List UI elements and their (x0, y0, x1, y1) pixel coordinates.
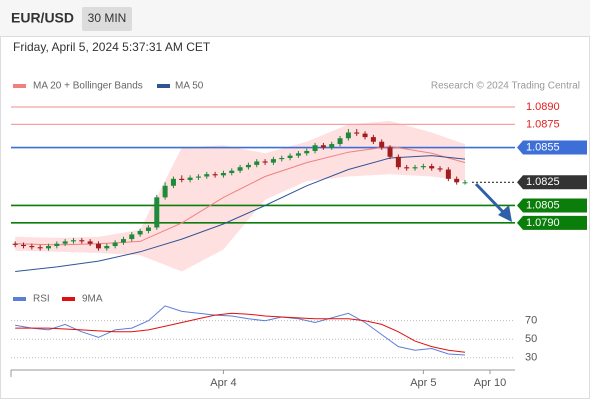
candle-body (454, 178, 460, 183)
candle-body (95, 243, 101, 249)
candle-body (362, 133, 368, 138)
level-label: 1.0875 (526, 118, 560, 130)
indicator-line (15, 305, 466, 356)
level-label: 1.0825 (526, 176, 560, 188)
candle-body (120, 239, 126, 243)
source: Research © 2024 Trading Central (431, 81, 580, 92)
x-tick-label: Apr 5 (410, 377, 436, 389)
candle-body (279, 157, 285, 160)
forecast-arrowhead (498, 205, 512, 222)
bollinger-band (15, 120, 465, 272)
candle-body (420, 166, 426, 168)
candle-body (79, 240, 85, 242)
level-label: 1.0790 (526, 217, 560, 229)
candle-body (212, 174, 218, 176)
candle-body (229, 170, 235, 174)
candle-body (270, 159, 276, 163)
candle-body (104, 246, 110, 249)
candle-body (245, 164, 251, 168)
candle-body (404, 167, 410, 169)
timeframe[interactable]: 30 MIN (88, 11, 127, 25)
timeframe-button[interactable] (82, 7, 132, 31)
candle-body (87, 241, 93, 244)
forecast-arrow (474, 182, 507, 216)
level-label: 1.0855 (526, 141, 560, 153)
level-label: 1.0805 (526, 199, 560, 211)
candle-body (70, 240, 76, 242)
level-tag (517, 140, 587, 155)
candle-body (320, 145, 326, 148)
candle-body (162, 185, 168, 198)
candle-body (287, 155, 293, 158)
candle-body (387, 147, 393, 157)
candle-body (137, 230, 143, 235)
indicator-line (15, 312, 466, 353)
candle-body (204, 174, 210, 177)
candle-body (304, 151, 310, 154)
x-tick-label: Apr 10 (474, 377, 506, 389)
candle-body (429, 166, 435, 169)
candle-body (154, 197, 160, 228)
candle-body (37, 247, 43, 249)
candle-body (54, 243, 60, 247)
y-tick-label: 50 (525, 333, 537, 345)
legend-label: RSI (33, 294, 50, 305)
candle-body (112, 242, 118, 247)
candle-body (312, 145, 318, 152)
candle-body (354, 132, 360, 134)
candle-body (412, 167, 418, 169)
candle-body (445, 169, 451, 179)
legend-label: 9MA (82, 294, 103, 305)
candle-body (220, 173, 226, 176)
candle-body (262, 161, 268, 163)
candle-body (345, 132, 351, 139)
candle-body (237, 167, 243, 171)
candle-body (337, 138, 343, 145)
candle-body (395, 156, 401, 168)
ma-line (15, 145, 466, 246)
level-tag (517, 215, 587, 230)
level-tag (517, 175, 587, 190)
legend-label: MA 20 + Bollinger Bands (33, 81, 143, 92)
x-tick-label: Apr 4 (210, 377, 236, 389)
y-tick-label: 70 (525, 315, 537, 327)
candle-body (62, 241, 68, 244)
level-label: 1.0890 (526, 101, 560, 113)
candle-body (329, 144, 335, 148)
candle-body (170, 178, 176, 186)
candle-body (12, 243, 18, 245)
frame (0, 36, 590, 399)
legend-label: MA 50 (175, 81, 204, 92)
candle-body (20, 244, 26, 247)
candle-body (462, 182, 468, 184)
symbol: EUR/USD (11, 10, 74, 26)
candle-body (295, 153, 301, 156)
candle-body (129, 234, 135, 240)
date: Friday, April 5, 2024 5:37:31 AM CET (13, 40, 211, 54)
candle-body (254, 161, 260, 165)
level-tag (517, 198, 587, 213)
candle-body (45, 246, 51, 249)
candle-body (437, 168, 443, 170)
candle-body (195, 176, 201, 178)
candle-body (379, 141, 385, 148)
candle-body (187, 177, 193, 180)
y-tick-label: 30 (525, 352, 537, 364)
candle-body (145, 227, 151, 231)
candle-body (179, 178, 185, 180)
candle-body (370, 137, 376, 142)
candle-body (29, 246, 35, 248)
